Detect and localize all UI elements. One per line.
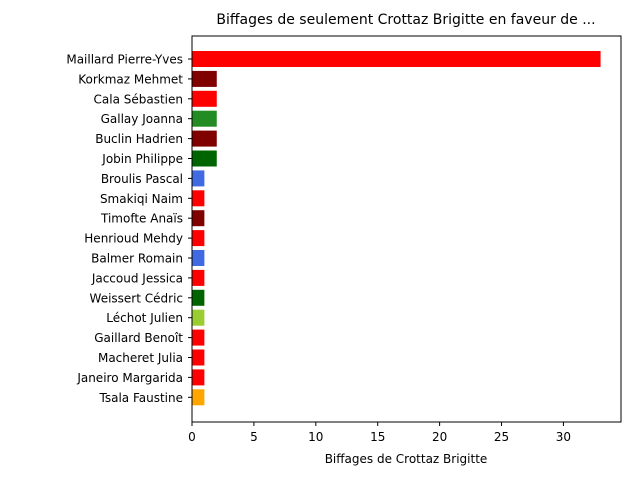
bar <box>192 130 217 147</box>
bar <box>192 190 205 207</box>
bar <box>192 289 205 306</box>
y-tick-label: Smakiqi Naim <box>100 192 183 206</box>
bar <box>192 250 205 266</box>
bar <box>192 329 205 346</box>
bar <box>192 389 205 406</box>
bar <box>192 70 217 87</box>
y-tick-label: Buclin Hadrien <box>95 132 183 146</box>
bar <box>192 309 205 326</box>
bar <box>192 369 205 386</box>
y-tick-label: Tsala Faustine <box>99 391 184 405</box>
y-tick-label: Broulis Pascal <box>101 172 183 186</box>
y-tick-label: Jobin Philippe <box>101 152 183 166</box>
y-tick-label: Cala Sébastien <box>94 92 183 106</box>
plot-frame <box>191 35 622 423</box>
y-tick-label: Janeiro Margarida <box>76 371 183 385</box>
chart-title: Biffages de seulement Crottaz Brigitte e… <box>216 12 595 28</box>
y-tick-label: Weissert Cédric <box>90 291 183 305</box>
y-tick-label: Henrioud Mehdy <box>84 232 183 246</box>
bar <box>192 230 205 247</box>
bar <box>192 269 205 286</box>
bar <box>192 349 205 366</box>
y-tick-labels: Maillard Pierre-Yves Korkmaz Mehmet Cala S… <box>66 53 192 405</box>
y-tick-label: Gaillard Benoît <box>94 331 183 345</box>
x-tick-label: 25 <box>494 430 509 444</box>
y-tick-label: Balmer Romain <box>91 252 183 266</box>
x-tick-label: 30 <box>556 430 571 444</box>
bar <box>192 110 217 127</box>
bar <box>192 210 205 227</box>
x-axis-label: Biffages de Crottaz Brigitte <box>325 452 488 466</box>
bars-group <box>192 51 601 406</box>
bar <box>192 90 217 107</box>
bar <box>192 170 205 187</box>
x-tick-label: 5 <box>250 430 258 444</box>
y-tick-label: Timofte Anaïs <box>100 212 183 226</box>
y-tick-label: Korkmaz Mehmet <box>78 72 183 86</box>
bar <box>192 150 217 167</box>
y-tick-label: Léchot Julien <box>106 311 183 325</box>
x-tick-label: 10 <box>308 430 323 444</box>
y-tick-label: Maillard Pierre-Yves <box>66 53 183 67</box>
x-tick-labels: 0 5 10 15 20 25 30 <box>188 422 571 444</box>
x-tick-label: 0 <box>188 430 196 444</box>
x-tick-label: 20 <box>432 430 447 444</box>
y-tick-label: Gallay Joanna <box>101 112 183 126</box>
x-tick-label: 15 <box>370 430 385 444</box>
y-tick-label: Macheret Julia <box>98 351 183 365</box>
bar <box>192 51 601 67</box>
y-tick-label: Jaccoud Jessica <box>91 271 183 285</box>
